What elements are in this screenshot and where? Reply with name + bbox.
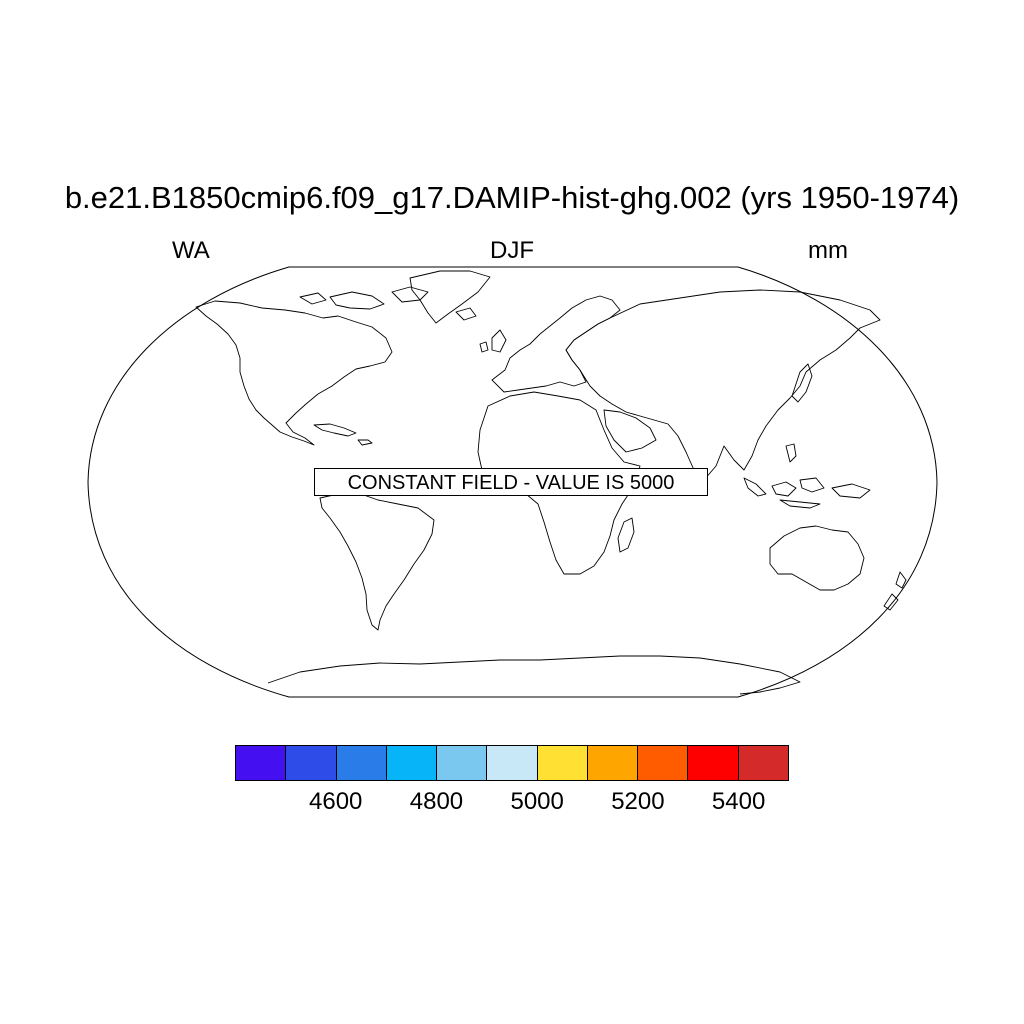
colorbar-cell (638, 746, 689, 780)
coast-japan (791, 363, 813, 403)
units-label: mm (808, 237, 848, 264)
colorbar (235, 745, 789, 781)
colorbar-cell (738, 746, 788, 780)
colorbar-tick-label: 4800 (409, 788, 464, 815)
plot-title: b.e21.B1850cmip6.f09_g17.DAMIP-hist-ghg.… (64, 180, 960, 215)
colorbar-cell (688, 746, 739, 780)
coast-asia (565, 289, 881, 481)
colorbar-cell (537, 746, 588, 780)
colorbar-tick-label: 5400 (711, 788, 766, 815)
colorbar-tick-label: 5200 (611, 788, 665, 815)
colorbar-tick-label: 4600 (309, 788, 363, 815)
coast-australia (769, 525, 865, 591)
colorbar-cell (587, 746, 639, 780)
colorbar-cell (386, 746, 438, 780)
colorbar-cell (487, 746, 538, 780)
coast-south-america (319, 492, 435, 631)
coast-arabia (603, 409, 657, 453)
colorbar-cell (437, 746, 488, 780)
coast-indonesia (743, 443, 871, 509)
coast-caribbean (313, 423, 373, 446)
colorbar-cell (286, 746, 337, 780)
season-label: DJF (490, 237, 534, 264)
coast-greenland (409, 270, 491, 324)
coast-new-zealand (883, 571, 907, 611)
coast-arctic-islands (299, 286, 429, 310)
coast-north-america (195, 300, 393, 446)
coast-british-isles (455, 307, 507, 353)
variable-label: WA (172, 237, 210, 264)
colorbar-cell (236, 746, 287, 780)
colorbar-cell (336, 746, 387, 780)
constant-field-annotation: CONSTANT FIELD - VALUE IS 5000 (314, 468, 708, 496)
coast-madagascar (617, 517, 635, 553)
colorbar-tick-label: 5000 (510, 788, 564, 815)
coast-antarctica (267, 655, 801, 695)
coastlines (195, 270, 907, 695)
